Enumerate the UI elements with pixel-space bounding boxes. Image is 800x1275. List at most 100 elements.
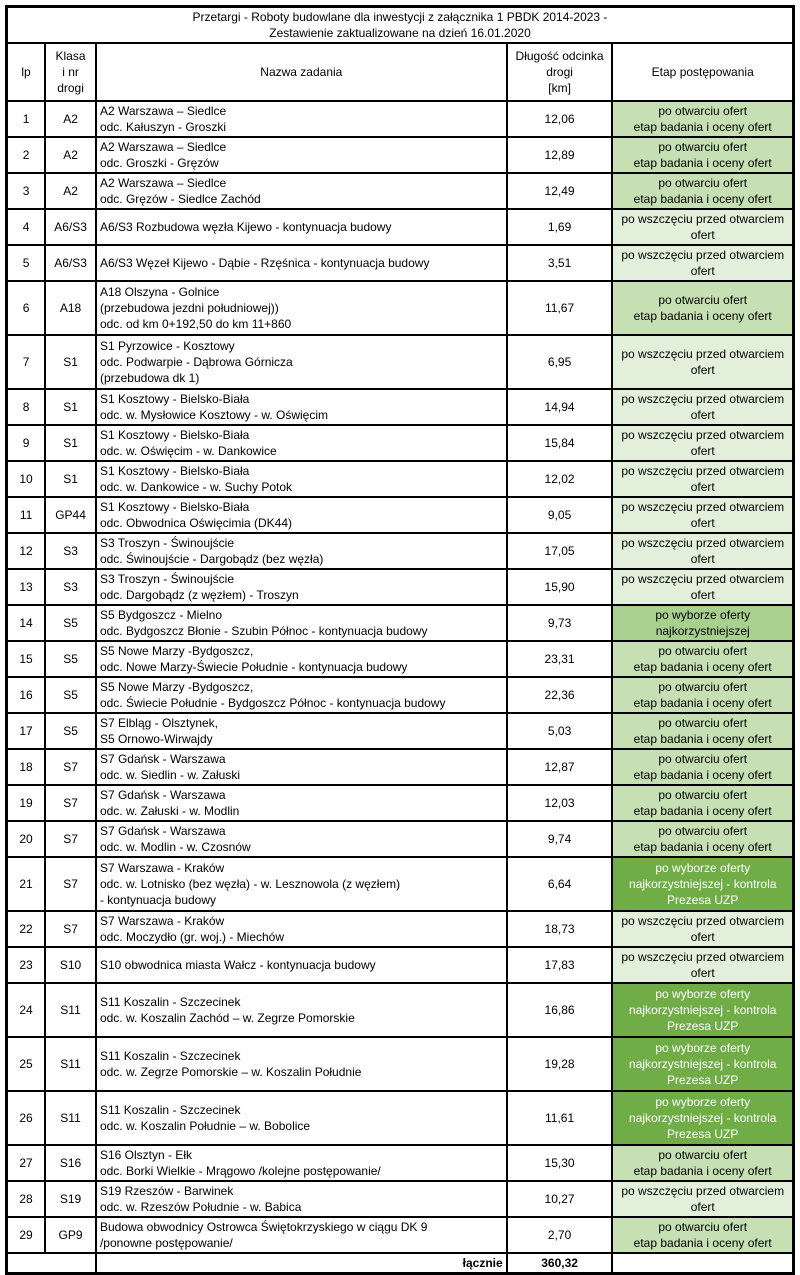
- stage-badge: po wszczęciu przed otwarciem ofert: [611, 208, 795, 246]
- stage-badge: po wszczęciu przed otwarciem ofert: [611, 910, 795, 948]
- section-length: 14,94: [505, 388, 614, 426]
- section-length: 17,05: [505, 532, 614, 570]
- road-class: S7: [44, 784, 97, 822]
- row-number: 24: [5, 982, 47, 1038]
- road-class: S5: [44, 604, 97, 642]
- total-row: łącznie 360,32: [5, 1252, 795, 1275]
- table-row: 10 S1 S1 Kosztowy - Bielsko-Biała odc. w…: [5, 460, 795, 498]
- stage-badge: po wszczęciu przed otwarciem ofert: [611, 424, 795, 462]
- task-name: S7 Gdańsk - Warszawa odc. w. Modlin - w.…: [94, 820, 508, 858]
- stage-badge: po wyborze oferty najkorzystniejszej: [611, 604, 795, 642]
- row-number: 17: [5, 712, 47, 750]
- task-name: S1 Kosztowy - Bielsko-Biała odc. w. Mysł…: [94, 388, 508, 426]
- task-name: S19 Rzeszów - Barwinek odc. w. Rzeszów P…: [94, 1180, 508, 1218]
- table-row: 17 S5 S7 Elbląg - Olsztynek, S5 Ornowo-W…: [5, 712, 795, 750]
- table-row: 24 S11 S11 Koszalin - Szczecinek odc. w.…: [5, 982, 795, 1038]
- road-class: A2: [44, 136, 97, 174]
- task-name: S3 Troszyn - Świnoujście odc. Świnoujści…: [94, 532, 508, 570]
- road-class: S5: [44, 640, 97, 678]
- task-name: A2 Warszawa – Siedlce odc. Groszki - Grę…: [94, 136, 508, 174]
- row-number: 10: [5, 460, 47, 498]
- section-length: 15,84: [505, 424, 614, 462]
- task-name: S16 Olsztyn - Ełk odc. Borki Wielkie - M…: [94, 1144, 508, 1182]
- row-number: 1: [5, 100, 47, 138]
- task-name: A18 Olszyna - Golnice (przebudowa jezdni…: [94, 280, 508, 336]
- table-row: 9 S1 S1 Kosztowy - Bielsko-Biała odc. w.…: [5, 424, 795, 462]
- total-length-value: 360,32: [505, 1252, 614, 1275]
- section-length: 23,31: [505, 640, 614, 678]
- task-name: S1 Kosztowy - Bielsko-Biała odc. w. Oświ…: [94, 424, 508, 462]
- table-row: 13 S3 S3 Troszyn - Świnoujście odc. Darg…: [5, 568, 795, 606]
- task-name: S7 Warszawa - Kraków odc. Moczydło (gr. …: [94, 910, 508, 948]
- stage-badge: po wyborze oferty najkorzystniejszej - k…: [611, 982, 795, 1038]
- stage-badge: po otwarciu ofert etap badania i oceny o…: [611, 784, 795, 822]
- section-length: 11,61: [505, 1090, 614, 1146]
- section-length: 9,73: [505, 604, 614, 642]
- section-length: 10,27: [505, 1180, 614, 1218]
- stage-badge: po wszczęciu przed otwarciem ofert: [611, 460, 795, 498]
- table-row: 19 S7 S7 Gdańsk - Warszawa odc. w. Załus…: [5, 784, 795, 822]
- stage-badge: po otwarciu ofert etap badania i oceny o…: [611, 100, 795, 138]
- stage-badge: po otwarciu ofert etap badania i oceny o…: [611, 1144, 795, 1182]
- total-label: łącznie: [94, 1252, 508, 1275]
- table-row: 12 S3 S3 Troszyn - Świnoujście odc. Świn…: [5, 532, 795, 570]
- row-number: 23: [5, 946, 47, 984]
- section-length: 2,70: [505, 1216, 614, 1254]
- task-name: A6/S3 Rozbudowa węzła Kijewo - kontynuac…: [94, 208, 508, 246]
- road-class: GP9: [44, 1216, 97, 1254]
- section-length: 18,73: [505, 910, 614, 948]
- stage-badge: po wyborze oferty najkorzystniejszej - k…: [611, 1036, 795, 1092]
- section-length: 12,87: [505, 748, 614, 786]
- row-number: 29: [5, 1216, 47, 1254]
- section-length: 22,36: [505, 676, 614, 714]
- stage-badge: po otwarciu ofert etap badania i oceny o…: [611, 280, 795, 336]
- task-name: S5 Nowe Marzy -Bydgoszcz, odc. Nowe Marz…: [94, 640, 508, 678]
- table-row: 29 GP9 Budowa obwodnicy Ostrowca Świętok…: [5, 1216, 795, 1254]
- tenders-table: Przetargi - Roboty budowlane dla inwesty…: [5, 5, 795, 1275]
- table-row: 15 S5 S5 Nowe Marzy -Bydgoszcz, odc. Now…: [5, 640, 795, 678]
- table-row: 26 S11 S11 Koszalin - Szczecinek odc. w.…: [5, 1090, 795, 1146]
- row-number: 7: [5, 334, 47, 390]
- row-number: 11: [5, 496, 47, 534]
- road-class: S19: [44, 1180, 97, 1218]
- table-row: 18 S7 S7 Gdańsk - Warszawa odc. w. Siedl…: [5, 748, 795, 786]
- road-class: A2: [44, 100, 97, 138]
- stage-badge: po otwarciu ofert etap badania i oceny o…: [611, 748, 795, 786]
- task-name: S10 obwodnica miasta Wałcz - kontynuacja…: [94, 946, 508, 984]
- stage-badge: po otwarciu ofert etap badania i oceny o…: [611, 1216, 795, 1254]
- road-class: S3: [44, 532, 97, 570]
- section-length: 1,69: [505, 208, 614, 246]
- road-class: A6/S3: [44, 244, 97, 282]
- col-header-dlugosc: Długość odcinka drogi [km]: [505, 42, 614, 102]
- road-class: S7: [44, 748, 97, 786]
- row-number: 5: [5, 244, 47, 282]
- task-name: S11 Koszalin - Szczecinek odc. w. Zegrze…: [94, 1036, 508, 1092]
- row-number: 19: [5, 784, 47, 822]
- stage-badge: po wyborze oferty najkorzystniejszej - k…: [611, 1090, 795, 1146]
- road-class: S3: [44, 568, 97, 606]
- row-number: 22: [5, 910, 47, 948]
- road-class: GP44: [44, 496, 97, 534]
- road-class: A18: [44, 280, 97, 336]
- row-number: 21: [5, 856, 47, 912]
- road-class: S5: [44, 712, 97, 750]
- section-length: 12,49: [505, 172, 614, 210]
- section-length: 11,67: [505, 280, 614, 336]
- table-row: 21 S7 S7 Warszawa - Kraków odc. w. Lotni…: [5, 856, 795, 912]
- section-length: 3,51: [505, 244, 614, 282]
- section-length: 15,90: [505, 568, 614, 606]
- total-row-spacer: [5, 1252, 97, 1275]
- row-number: 16: [5, 676, 47, 714]
- table-row: 14 S5 S5 Bydgoszcz - Mielno odc. Bydgosz…: [5, 604, 795, 642]
- stage-badge: po otwarciu ofert etap badania i oceny o…: [611, 640, 795, 678]
- stage-badge: po wszczęciu przed otwarciem ofert: [611, 496, 795, 534]
- stage-badge: po wszczęciu przed otwarciem ofert: [611, 946, 795, 984]
- task-name: S5 Bydgoszcz - Mielno odc. Bydgoszcz Bło…: [94, 604, 508, 642]
- table-row: 1 A2 A2 Warszawa – Siedlce odc. Kałuszyn…: [5, 100, 795, 138]
- task-name: S5 Nowe Marzy -Bydgoszcz, odc. Świecie P…: [94, 676, 508, 714]
- col-header-etap: Etap postępowania: [611, 42, 795, 102]
- table-row: 8 S1 S1 Kosztowy - Bielsko-Biała odc. w.…: [5, 388, 795, 426]
- stage-badge: po wszczęciu przed otwarciem ofert: [611, 388, 795, 426]
- table-row: 4 A6/S3 A6/S3 Rozbudowa węzła Kijewo - k…: [5, 208, 795, 246]
- section-length: 6,95: [505, 334, 614, 390]
